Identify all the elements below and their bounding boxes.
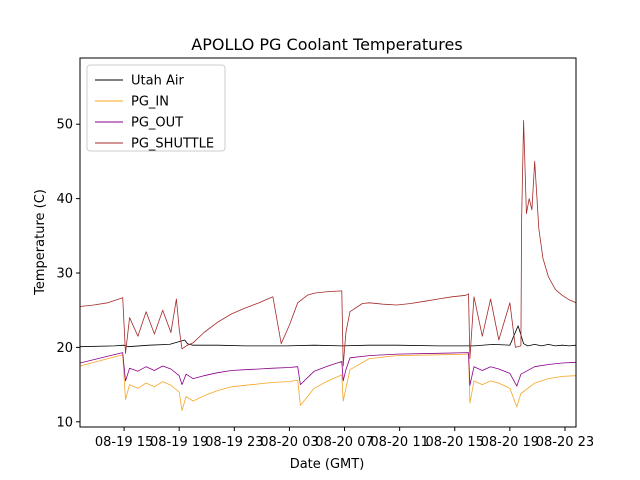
x-axis-label: Date (GMT) [290,457,365,472]
x-tick-label: 08-20 19 [481,435,539,450]
x-tick-label: 08-20 15 [426,435,484,450]
x-tick-label: 08-19 23 [205,435,263,450]
series-line-pg-in [79,353,577,412]
legend-label: PG_IN [131,95,169,110]
series-line-pg-shuttle [79,120,577,367]
series-line-utah-air [79,325,577,348]
x-tick-label: 08-20 23 [536,435,594,450]
plot-area-frame [79,57,577,428]
legend-label: PG_OUT [131,116,183,131]
y-axis-label: Temperature (C) [33,189,48,296]
y-tick-label: 20 [56,341,73,356]
x-tick-label: 08-20 03 [260,435,318,450]
legend-label: Utah Air [131,74,184,89]
legend-box [86,64,226,152]
x-tick-label: 08-20 07 [315,435,373,450]
legend: Utah Air PG_IN PG_OUT PG_SHUTTLE [86,64,226,152]
x-tick-label: 08-19 19 [150,435,208,450]
y-tick-label: 10 [56,415,73,430]
y-tick-label: 50 [56,118,73,133]
chart-title: APOLLO PG Coolant Temperatures [191,35,462,54]
series-layer [79,120,577,412]
y-tick-label: 30 [56,267,73,282]
y-tick-label: 40 [56,192,73,207]
series-line-pg-out [79,352,577,387]
x-tick-label: 08-19 15 [95,435,153,450]
x-tick-label: 08-20 11 [370,435,428,450]
legend-label: PG_SHUTTLE [131,137,214,152]
